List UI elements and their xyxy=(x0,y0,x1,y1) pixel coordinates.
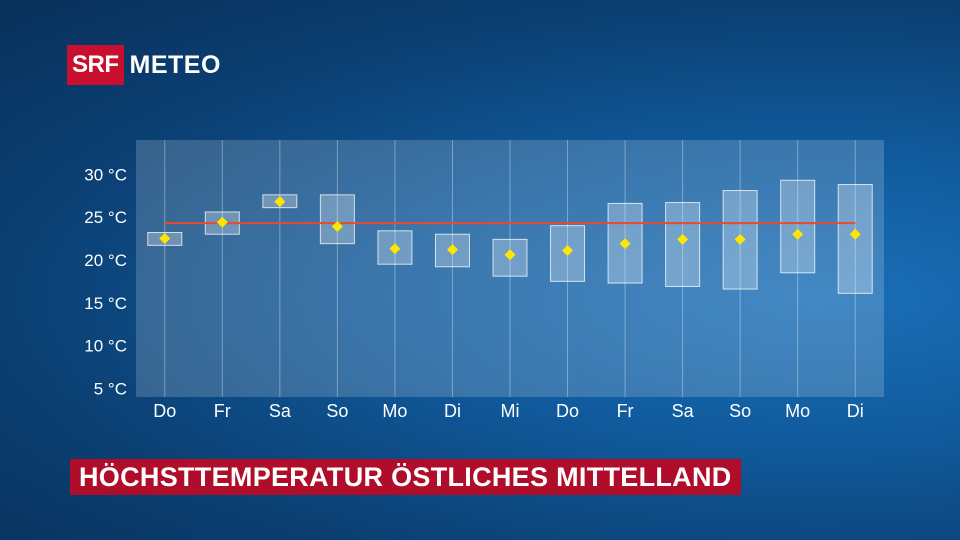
median-marker xyxy=(734,233,746,245)
plot-area xyxy=(136,140,884,397)
y-tick-label: 30 °C xyxy=(84,165,127,184)
median-marker xyxy=(216,216,228,228)
x-tick-label: Sa xyxy=(672,401,695,421)
x-tick-label: Fr xyxy=(617,401,634,421)
y-tick-label: 5 °C xyxy=(94,379,127,398)
median-marker xyxy=(849,228,861,240)
y-tick-label: 15 °C xyxy=(84,294,127,313)
range-box xyxy=(434,233,470,268)
range-box xyxy=(780,179,816,274)
x-tick-label: Di xyxy=(444,401,461,421)
median-marker xyxy=(159,233,171,245)
x-tick-label: Mo xyxy=(382,401,407,421)
y-tick-label: 20 °C xyxy=(84,251,127,270)
x-tick-label: Sa xyxy=(269,401,292,421)
y-tick-label: 10 °C xyxy=(84,337,127,356)
median-marker xyxy=(504,249,516,261)
x-tick-label: Do xyxy=(556,401,579,421)
median-marker xyxy=(331,221,343,233)
median-marker xyxy=(792,228,804,240)
median-marker xyxy=(677,233,689,245)
y-tick-label: 25 °C xyxy=(84,208,127,227)
median-marker xyxy=(446,244,458,256)
x-tick-label: Fr xyxy=(214,401,231,421)
srf-meteo-logo: SRF METEO xyxy=(67,45,221,85)
x-tick-label: Mo xyxy=(785,401,810,421)
x-tick-label: So xyxy=(729,401,751,421)
median-marker xyxy=(562,245,574,257)
x-tick-label: Di xyxy=(847,401,864,421)
range-box xyxy=(319,194,355,245)
median-marker xyxy=(619,238,631,250)
x-tick-label: Mi xyxy=(501,401,520,421)
chart-title-banner: HÖCHSTTEMPERATUR ÖSTLICHES MITTELLAND xyxy=(70,459,741,495)
median-marker xyxy=(389,243,401,255)
logo-srf-mark: SRF xyxy=(67,45,124,85)
logo-meteo-text: METEO xyxy=(129,50,221,79)
x-tick-label: Do xyxy=(153,401,176,421)
x-tick-label: So xyxy=(326,401,348,421)
median-marker xyxy=(274,196,286,208)
